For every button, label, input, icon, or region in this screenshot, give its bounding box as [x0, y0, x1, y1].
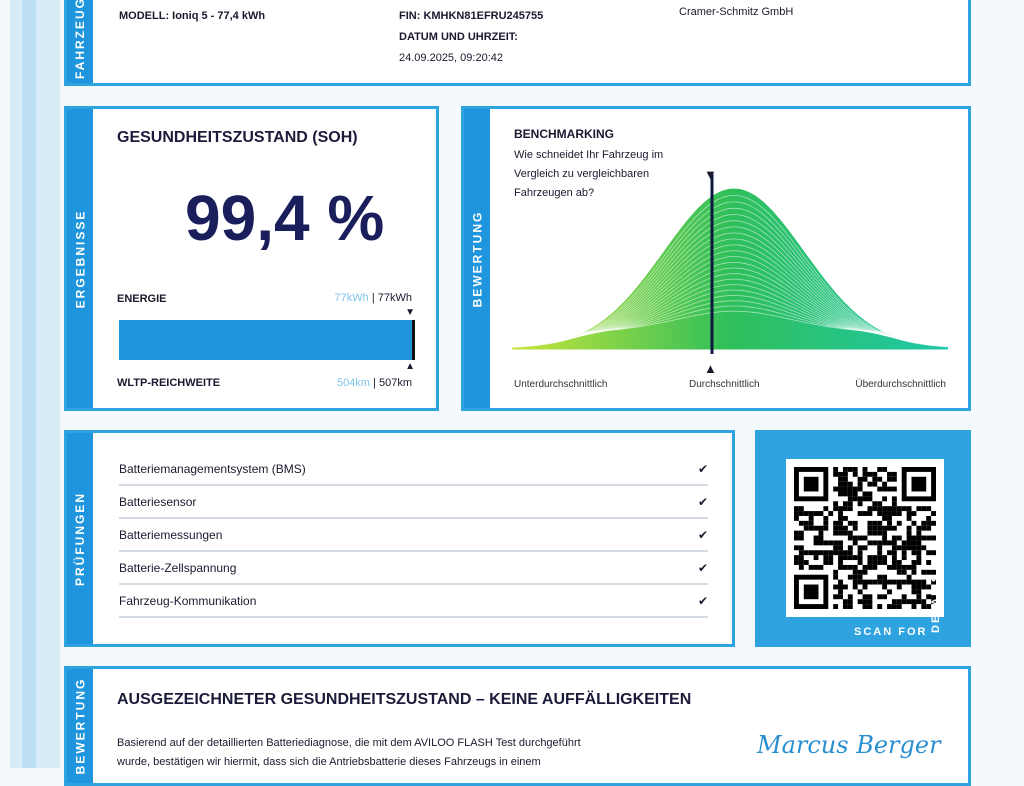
- range-current: 504km: [336, 377, 370, 389]
- energy-bar-fill: [119, 320, 414, 360]
- check-icon: ✔: [697, 527, 708, 542]
- check-row: Fahrzeug-Kommunikation ✔: [119, 585, 708, 618]
- check-row: Batterie-Zellspannung ✔: [119, 552, 708, 585]
- energy-current: 77kWh: [334, 292, 369, 304]
- section-label: ERGEBNISSE: [67, 109, 93, 408]
- scan-label: SCAN FOR: [854, 626, 928, 638]
- check-row: Batteriesensor ✔: [119, 486, 708, 519]
- marker-up-icon: ▲: [405, 361, 415, 372]
- soh-value: 99,4 %: [185, 182, 385, 254]
- range-nominal: 507km: [378, 377, 412, 389]
- soh-title: GESUNDHEITSZUSTAND (SOH): [117, 129, 358, 146]
- range-label: WLTP-REICHWEITE: [117, 377, 221, 389]
- energy-bar: [119, 320, 415, 360]
- background-stripe: [22, 0, 36, 768]
- details-label: DETAILS: [930, 572, 942, 633]
- label-below-average: Unterdurchschnittlich: [514, 379, 608, 390]
- check-row: Batteriemessungen ✔: [119, 519, 708, 552]
- results-panel: ERGEBNISSE GESUNDHEITSZUSTAND (SOH) 99,4…: [64, 106, 439, 411]
- check-label: Fahrzeug-Kommunikation: [119, 593, 257, 608]
- section-label: FAHRZEUG: [67, 0, 93, 83]
- date-label: DATUM UND UHRZEIT:: [399, 31, 518, 43]
- separator: |: [369, 377, 379, 389]
- qr-panel[interactable]: SCAN FOR DETAILS: [755, 430, 971, 647]
- curve-line: [512, 305, 948, 334]
- bar-marker: [412, 320, 415, 360]
- summary-text: Basierend auf der detaillierten Batterie…: [117, 737, 581, 749]
- summary-title: AUSGEZEICHNETER GESUNDHEITSZUSTAND – KEI…: [117, 691, 692, 708]
- vehicle-panel: FAHRZEUG MODELL: Ioniq 5 - 77,4 kWh FIN:…: [64, 0, 971, 86]
- vehicle-model: MODELL: Ioniq 5 - 77,4 kWh: [119, 10, 266, 22]
- summary-panel: BEWERTUNG AUSGEZEICHNETER GESUNDHEITSZUS…: [64, 666, 971, 786]
- vin: FIN: KMHKN81EFRU245755: [399, 10, 544, 22]
- section-label: PRÜFUNGEN: [67, 433, 93, 644]
- check-icon: ✔: [697, 560, 708, 575]
- energy-nominal: 77kWh: [377, 292, 412, 304]
- date-value: 24.09.2025, 09:20:42: [399, 52, 503, 64]
- signature: Marcus Berger: [757, 731, 941, 759]
- energy-label: ENERGIE: [117, 293, 167, 305]
- separator: |: [368, 292, 378, 304]
- benchmark-panel: BEWERTUNG BENCHMARKING Wie schneidet Ihr…: [461, 106, 971, 411]
- label-average: Durchschnittlich: [689, 379, 760, 390]
- label-above-average: Überdurchschnittlich: [855, 379, 946, 390]
- qr-code[interactable]: [786, 459, 944, 617]
- marker-down-icon: ▼: [405, 307, 415, 318]
- curve-line: [512, 310, 948, 333]
- distribution-curve: [512, 174, 948, 354]
- benchmark-title: BENCHMARKING: [514, 127, 614, 141]
- dealer-name: Cramer-Schmitz GmbH: [679, 6, 794, 18]
- section-label: BEWERTUNG: [464, 109, 490, 408]
- marker-down-icon: ▼: [704, 167, 717, 182]
- check-label: Batteriemanagementsystem (BMS): [119, 461, 306, 476]
- check-icon: ✔: [697, 593, 708, 608]
- check-label: Batteriesensor: [119, 494, 197, 509]
- section-label: BEWERTUNG: [67, 669, 93, 783]
- check-icon: ✔: [697, 494, 708, 509]
- check-label: Batterie-Zellspannung: [119, 560, 237, 575]
- curve-line: [512, 188, 948, 350]
- summary-text: wurde, bestätigen wir hiermit, dass sich…: [117, 756, 541, 768]
- check-row: Batteriemanagementsystem (BMS) ✔: [119, 453, 708, 486]
- check-icon: ✔: [697, 461, 708, 476]
- check-label: Batteriemessungen: [119, 527, 223, 542]
- marker-up-icon: ▲: [704, 361, 717, 376]
- benchmark-question: Wie schneidet Ihr Fahrzeug im Vergleich …: [514, 149, 664, 199]
- checks-panel: PRÜFUNGEN Batteriemanagementsystem (BMS)…: [64, 430, 735, 647]
